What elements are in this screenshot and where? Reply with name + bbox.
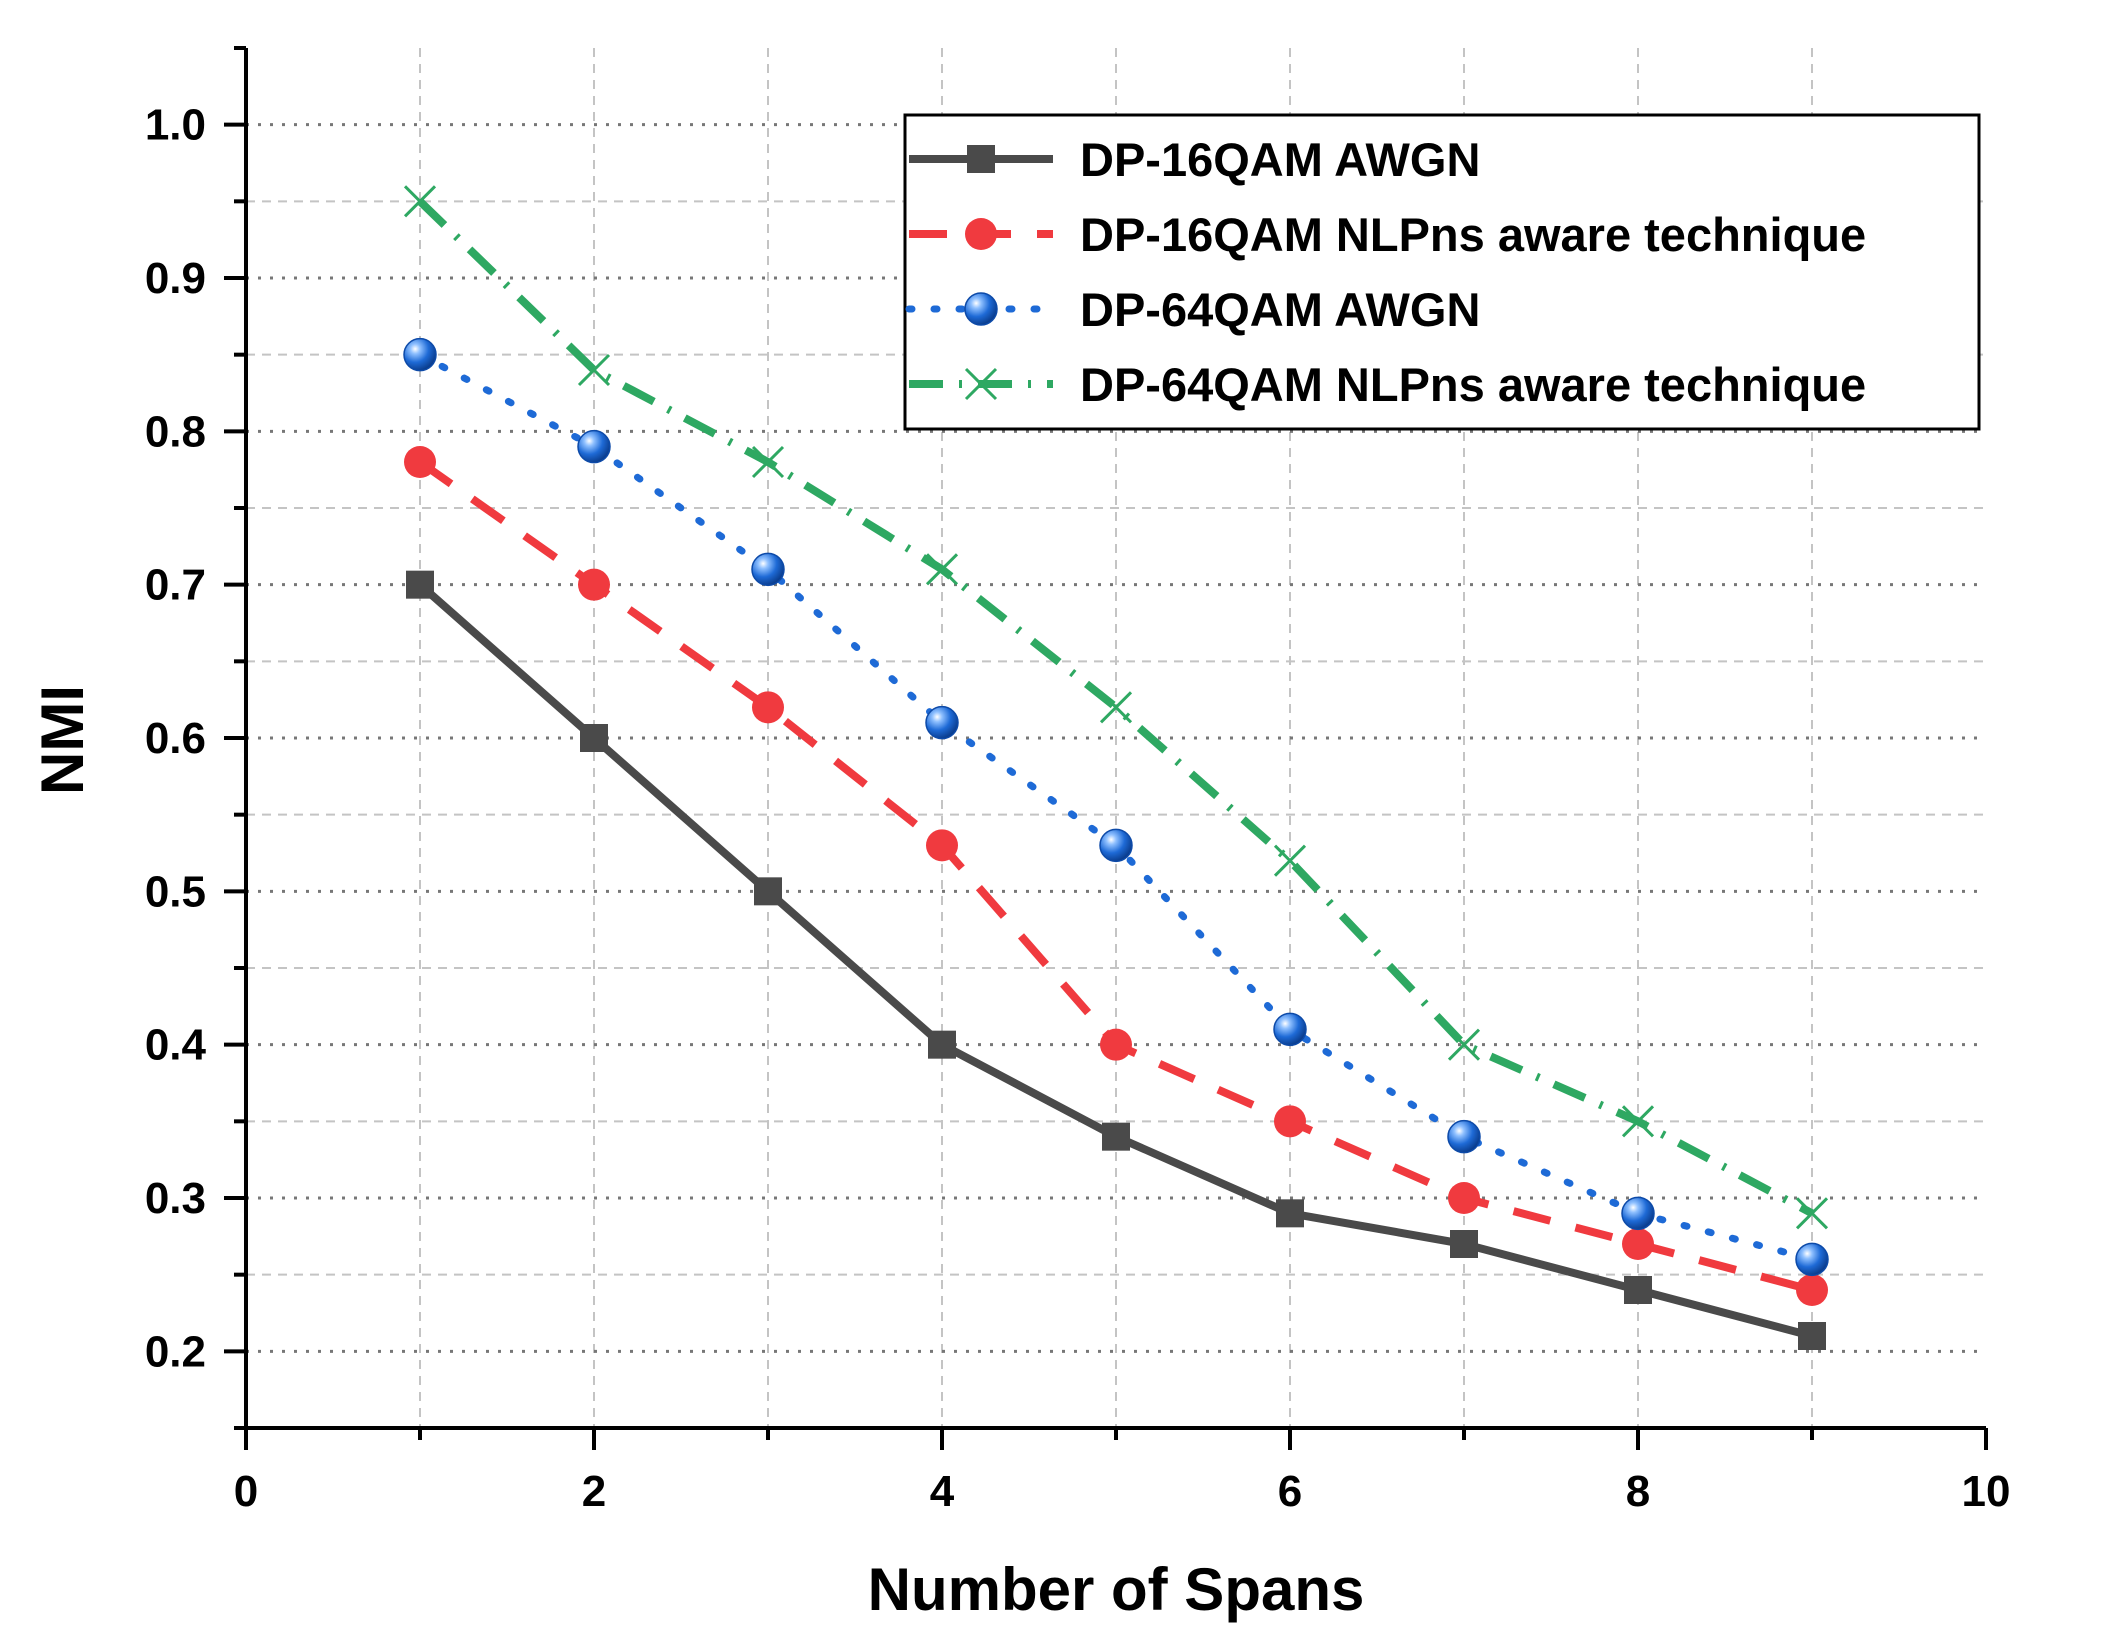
- data-point: [578, 568, 610, 601]
- series-1: [406, 570, 1826, 1350]
- data-point: [1450, 1230, 1478, 1258]
- data-point-stroke-b: [1099, 691, 1133, 724]
- data-point: [1796, 1274, 1828, 1306]
- data-point: [1621, 1196, 1655, 1231]
- y-tick-label: 0.6: [145, 714, 206, 763]
- x-axis-title: Number of Spans: [868, 1556, 1365, 1623]
- data-point: [577, 353, 611, 387]
- data-point-stroke-b: [1447, 1028, 1481, 1061]
- data-point: [925, 553, 959, 586]
- y-tick-label: 0.3: [145, 1174, 206, 1223]
- data-point: [1622, 1228, 1654, 1260]
- data-point-stroke-b: [925, 553, 959, 586]
- data-point-stroke-b: [577, 353, 611, 387]
- legend-swatch-marker: [964, 292, 998, 326]
- legend-label: DP-64QAM AWGN: [1080, 283, 1480, 336]
- legend-swatch-marker-stroke-b: [964, 367, 998, 401]
- data-point: [404, 446, 436, 478]
- data-point-stroke-b: [1795, 1197, 1829, 1230]
- data-point: [1795, 1242, 1829, 1277]
- y-axis-title: NMI: [29, 685, 96, 795]
- data-point: [1447, 1028, 1481, 1061]
- legend-swatch-marker: [967, 145, 995, 173]
- series-layer: [403, 185, 1829, 1350]
- data-point-stroke-b: [1621, 1105, 1655, 1138]
- data-point: [1276, 1199, 1304, 1228]
- data-point: [1100, 1028, 1132, 1061]
- data-point: [403, 337, 437, 372]
- data-point: [1448, 1182, 1480, 1214]
- data-point: [577, 429, 611, 464]
- x-tick-label: 8: [1626, 1467, 1650, 1516]
- data-point: [406, 570, 434, 599]
- legend-label: DP-16QAM NLPns aware technique: [1080, 208, 1866, 261]
- series-3: [403, 337, 1829, 1277]
- data-point: [752, 691, 784, 724]
- series-4: [403, 185, 1829, 1230]
- legend-box: [903, 113, 1981, 431]
- x-tick-label: 0: [234, 1467, 258, 1516]
- y-tick-label: 0.2: [145, 1327, 206, 1376]
- data-point: [751, 445, 785, 479]
- legend: DP-16QAM AWGN DP-16QAM NLPns aware techni…: [903, 113, 1981, 431]
- data-point: [1447, 1119, 1481, 1154]
- data-point: [1795, 1197, 1829, 1230]
- data-point: [1099, 828, 1133, 863]
- data-point: [1798, 1322, 1826, 1350]
- legend-entry-2: DP-16QAM NLPns aware technique: [909, 208, 1866, 261]
- data-point: [580, 724, 608, 752]
- data-point: [1274, 1105, 1306, 1138]
- x-tick-label: 6: [1278, 1467, 1302, 1516]
- data-point: [925, 705, 959, 740]
- y-tick-label: 0.4: [145, 1021, 207, 1070]
- data-point: [754, 877, 782, 906]
- data-point: [926, 829, 958, 862]
- legend-swatch-marker: [964, 367, 998, 401]
- data-point: [1102, 1122, 1130, 1151]
- axes: 0 2 4 6 8 10 0.2 0.3 0.4 0.5 0.6 0.7 0.8 0.9 1.0: [145, 46, 2011, 1516]
- series-2: [404, 446, 1828, 1306]
- legend-swatch-marker: [965, 218, 997, 250]
- y-tick-label: 0.9: [145, 254, 206, 303]
- y-tick-label: 0.5: [145, 867, 206, 916]
- x-tick-label: 2: [582, 1467, 606, 1516]
- legend-entry-4: DP-64QAM NLPns aware technique: [909, 358, 1866, 411]
- legend-label: DP-64QAM NLPns aware technique: [1080, 358, 1866, 411]
- data-point: [403, 185, 437, 218]
- data-point: [1273, 1012, 1307, 1047]
- series-line-2: [417, 458, 1814, 1294]
- data-point-stroke-b: [403, 185, 437, 218]
- data-point: [751, 552, 785, 587]
- data-point: [1621, 1105, 1655, 1138]
- y-tick-label: 1.0: [145, 101, 206, 150]
- data-point: [928, 1030, 956, 1059]
- legend-entry-3: DP-64QAM AWGN: [905, 283, 1480, 336]
- axis-labels: Number of Spans NMI: [29, 685, 1364, 1623]
- legend-entry-1: DP-16QAM AWGN: [909, 133, 1480, 186]
- data-point: [1624, 1276, 1652, 1304]
- y-tick-label: 0.7: [145, 561, 206, 610]
- data-point-stroke-b: [751, 445, 785, 479]
- x-tick-label: 4: [930, 1467, 955, 1516]
- legend-label: DP-16QAM AWGN: [1080, 133, 1480, 186]
- data-point-stroke-b: [1273, 844, 1307, 877]
- data-point: [1273, 844, 1307, 877]
- data-point: [1099, 691, 1133, 724]
- x-tick-label: 10: [1962, 1467, 2011, 1516]
- y-tick-label: 0.8: [145, 407, 206, 456]
- series-line-4: [417, 198, 1814, 1217]
